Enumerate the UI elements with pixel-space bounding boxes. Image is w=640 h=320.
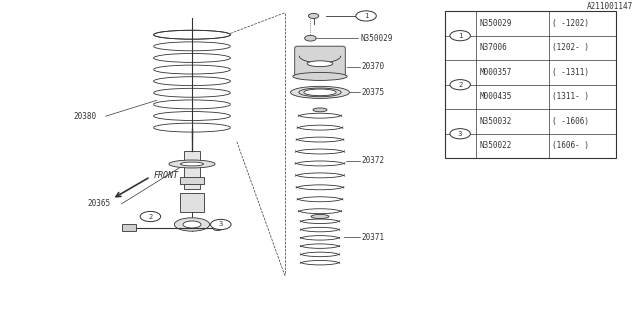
Text: 20375: 20375 — [362, 88, 385, 97]
Text: 20380: 20380 — [74, 112, 97, 121]
Ellipse shape — [307, 61, 333, 67]
Text: 20365: 20365 — [87, 199, 110, 208]
Ellipse shape — [311, 214, 329, 219]
Text: 3: 3 — [219, 221, 223, 228]
Text: 20370: 20370 — [362, 62, 385, 71]
Text: 2: 2 — [148, 213, 152, 220]
Circle shape — [356, 11, 376, 21]
Ellipse shape — [313, 108, 327, 112]
Ellipse shape — [212, 225, 223, 230]
Circle shape — [450, 80, 470, 90]
Text: A211001147: A211001147 — [588, 2, 634, 11]
Text: 1: 1 — [458, 33, 462, 39]
Text: N350032: N350032 — [479, 117, 512, 126]
Circle shape — [450, 31, 470, 41]
Ellipse shape — [304, 89, 336, 96]
Text: 1: 1 — [364, 13, 368, 19]
Text: FRONT: FRONT — [154, 171, 179, 180]
Text: ( -1202): ( -1202) — [552, 19, 589, 28]
Ellipse shape — [180, 162, 204, 166]
Circle shape — [211, 220, 231, 229]
Ellipse shape — [183, 221, 201, 228]
FancyBboxPatch shape — [295, 46, 346, 78]
Ellipse shape — [291, 86, 349, 98]
Ellipse shape — [293, 72, 347, 80]
Bar — [184, 151, 200, 189]
Circle shape — [450, 129, 470, 139]
Text: N350029: N350029 — [360, 34, 393, 43]
Ellipse shape — [174, 218, 210, 231]
Text: M000357: M000357 — [479, 68, 512, 77]
Text: ( -1311): ( -1311) — [552, 68, 589, 77]
Text: N350029: N350029 — [479, 19, 512, 28]
Text: N350022: N350022 — [479, 141, 512, 150]
Circle shape — [140, 212, 161, 222]
Bar — [180, 177, 204, 184]
Text: (1202- ): (1202- ) — [552, 44, 589, 52]
Text: M000435: M000435 — [479, 92, 512, 101]
Text: 20372: 20372 — [362, 156, 385, 165]
Text: ( -1606): ( -1606) — [552, 117, 589, 126]
Text: 2: 2 — [458, 82, 462, 88]
Text: (1311- ): (1311- ) — [552, 92, 589, 101]
Text: N37006: N37006 — [479, 44, 507, 52]
Ellipse shape — [169, 160, 215, 168]
Text: 20371: 20371 — [362, 233, 385, 242]
Circle shape — [308, 13, 319, 19]
Circle shape — [305, 35, 316, 41]
Text: (1606- ): (1606- ) — [552, 141, 589, 150]
Bar — [180, 193, 204, 212]
Text: 3: 3 — [458, 131, 462, 137]
Bar — [122, 224, 136, 231]
Bar — [445, 11, 616, 158]
